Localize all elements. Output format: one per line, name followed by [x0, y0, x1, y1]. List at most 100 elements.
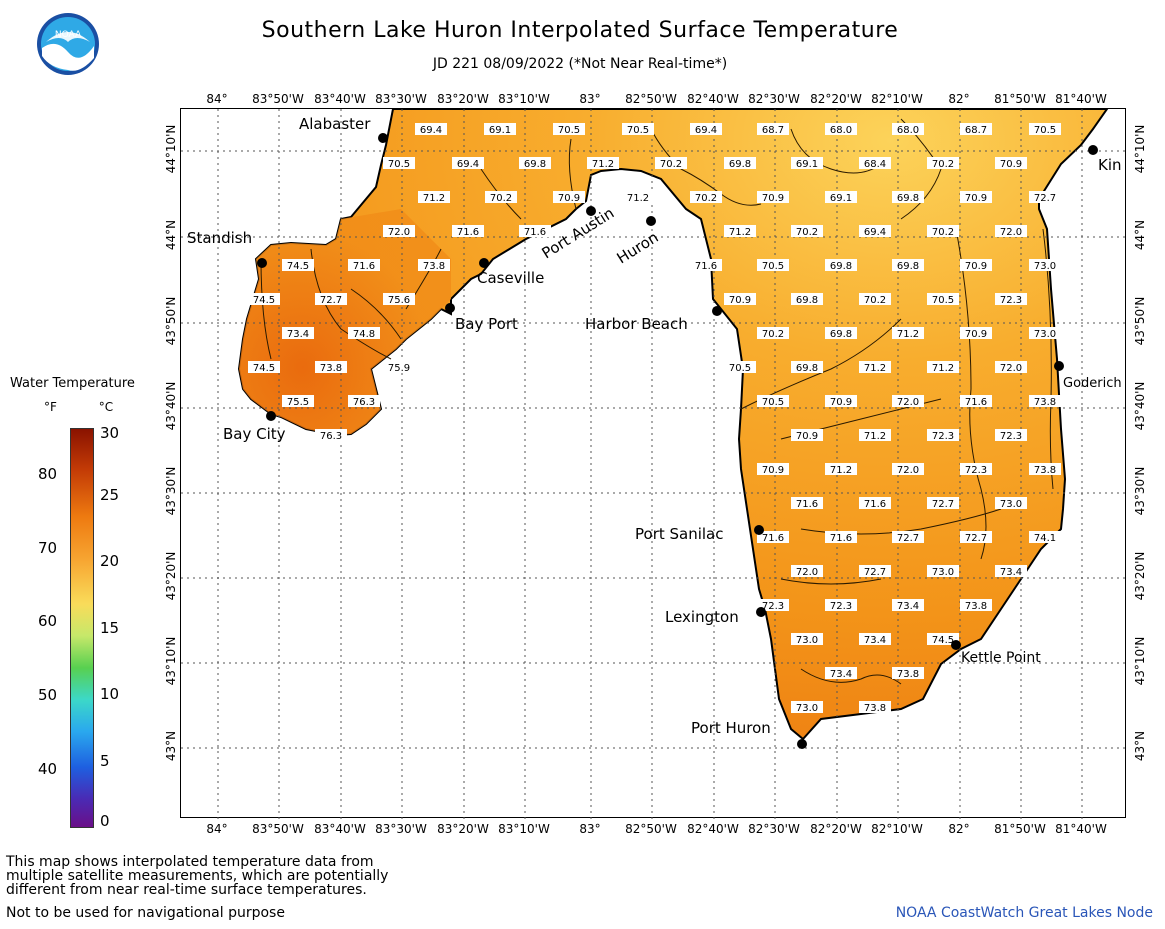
- temp-label-box: [791, 157, 823, 169]
- temp-label: 71.2: [592, 159, 614, 170]
- lon-label: 81°50'W: [994, 822, 1046, 836]
- lon-label: 83°40'W: [314, 92, 366, 106]
- temp-label: 70.5: [762, 261, 784, 272]
- temp-label: 73.8: [897, 669, 919, 680]
- map-frame[interactable]: 69.4 69.1 70.5 70.5 69.4 68.7 68.0 68.0 68.7 70.5…: [180, 108, 1127, 819]
- temp-label: 70.2: [762, 329, 784, 340]
- temp-label-box: [519, 157, 551, 169]
- lake-map: 69.4 69.1 70.5 70.5 69.4 68.7 68.0 68.0 68.7 70.5…: [181, 108, 1127, 819]
- temp-label-box: [995, 293, 1027, 305]
- temp-label-box: [825, 327, 857, 339]
- temp-label: 70.9: [830, 397, 852, 408]
- temp-label-box: [724, 225, 756, 237]
- temp-label-box: [960, 259, 992, 271]
- temp-label: 73.8: [423, 261, 445, 272]
- temp-label-box: [1029, 191, 1061, 203]
- lat-label: 43°50'N: [164, 296, 178, 346]
- legend-c-tick: 0: [100, 812, 110, 830]
- alabaster-label: Alabaster: [299, 115, 371, 133]
- temp-label: 74.5: [253, 295, 275, 306]
- temp-label: 69.8: [897, 261, 919, 272]
- temp-label-box: [825, 667, 857, 679]
- lon-label: 83°50'W: [252, 92, 304, 106]
- temp-label-box: [825, 463, 857, 475]
- temp-label: 73.0: [1034, 329, 1056, 340]
- temp-label: 73.8: [1034, 397, 1056, 408]
- standish-label: Standish: [187, 229, 252, 247]
- temp-label-box: [927, 565, 959, 577]
- temp-label-box: [248, 293, 280, 305]
- temp-label: 70.2: [796, 227, 818, 238]
- temp-label: 70.9: [796, 431, 818, 442]
- temp-label-box: [1029, 259, 1061, 271]
- temp-label: 72.0: [1000, 227, 1022, 238]
- lon-label: 82°20'W: [810, 822, 862, 836]
- temp-label: 73.0: [796, 703, 818, 714]
- temp-label: 69.4: [457, 159, 479, 170]
- legend-f-tick: 80: [38, 465, 58, 483]
- temp-label: 70.9: [558, 193, 580, 204]
- temp-label-box: [1029, 531, 1061, 543]
- lat-label: 43°20'N: [164, 551, 178, 601]
- temp-label: 70.2: [695, 193, 717, 204]
- temp-label: 70.9: [965, 261, 987, 272]
- legend-unit-c: °C: [98, 400, 114, 414]
- kin-marker: [1088, 145, 1098, 155]
- temp-label-box: [960, 463, 992, 475]
- temp-label-box: [622, 191, 654, 203]
- temp-label-box: [655, 157, 687, 169]
- temp-label: 70.2: [932, 159, 954, 170]
- temp-label-box: [960, 599, 992, 611]
- lat-label: 43°10'N: [1133, 636, 1147, 686]
- temp-label-box: [892, 327, 924, 339]
- temp-label: 70.5: [762, 397, 784, 408]
- temp-label: 71.2: [864, 363, 886, 374]
- lon-label: 83°10'W: [498, 822, 550, 836]
- lon-label: 81°50'W: [994, 92, 1046, 106]
- legend-c-tick: 20: [100, 552, 120, 570]
- lon-label: 83°30'W: [375, 822, 427, 836]
- credit-link[interactable]: NOAA CoastWatch Great Lakes Node: [895, 905, 1153, 921]
- lon-label: 82°40'W: [687, 92, 739, 106]
- legend-c-tick: 25: [100, 486, 120, 504]
- temp-label-box: [892, 395, 924, 407]
- temp-label: 70.5: [932, 295, 954, 306]
- temp-label-box: [791, 633, 823, 645]
- lon-label: 81°40'W: [1055, 822, 1107, 836]
- temp-label: 70.9: [762, 465, 784, 476]
- temp-label: 70.2: [864, 295, 886, 306]
- svg-text:NOAA: NOAA: [55, 30, 82, 40]
- temp-label-box: [892, 463, 924, 475]
- lon-label: 82°40'W: [687, 822, 739, 836]
- temp-label-box: [757, 395, 789, 407]
- temp-label: 69.8: [796, 295, 818, 306]
- temp-label-box: [383, 293, 415, 305]
- saginaw-bay: [239, 209, 451, 435]
- temp-label: 69.1: [489, 125, 511, 136]
- temp-label-box: [757, 191, 789, 203]
- temp-label-box: [315, 361, 347, 373]
- temp-label-box: [383, 361, 415, 373]
- bay-city-marker: [266, 411, 276, 421]
- temp-label-box: [690, 259, 722, 271]
- temp-label: 73.4: [1000, 567, 1022, 578]
- lon-label: 82°10'W: [871, 822, 923, 836]
- temp-label-box: [892, 531, 924, 543]
- bay-port-marker: [445, 303, 455, 313]
- temp-label-box: [995, 429, 1027, 441]
- temp-label: 73.8: [320, 363, 342, 374]
- temperature-labels: 69.4 69.1 70.5 70.5 69.4 68.7 68.0 68.0 68.7 70.5…: [248, 123, 1061, 714]
- lon-label: 83°20'W: [437, 822, 489, 836]
- temp-label: 68.7: [762, 125, 784, 136]
- lon-label: 84°: [206, 822, 228, 836]
- temp-label-box: [859, 225, 891, 237]
- temp-label-box: [960, 191, 992, 203]
- port-sanilac-marker: [754, 525, 764, 535]
- legend-f-tick: 60: [38, 612, 58, 630]
- temp-label-box: [587, 157, 619, 169]
- temp-label: 71.6: [762, 533, 784, 544]
- temp-label-box: [415, 123, 447, 135]
- lat-label: 43°30'N: [1133, 466, 1147, 516]
- temp-label-box: [519, 225, 551, 237]
- temp-label-box: [927, 225, 959, 237]
